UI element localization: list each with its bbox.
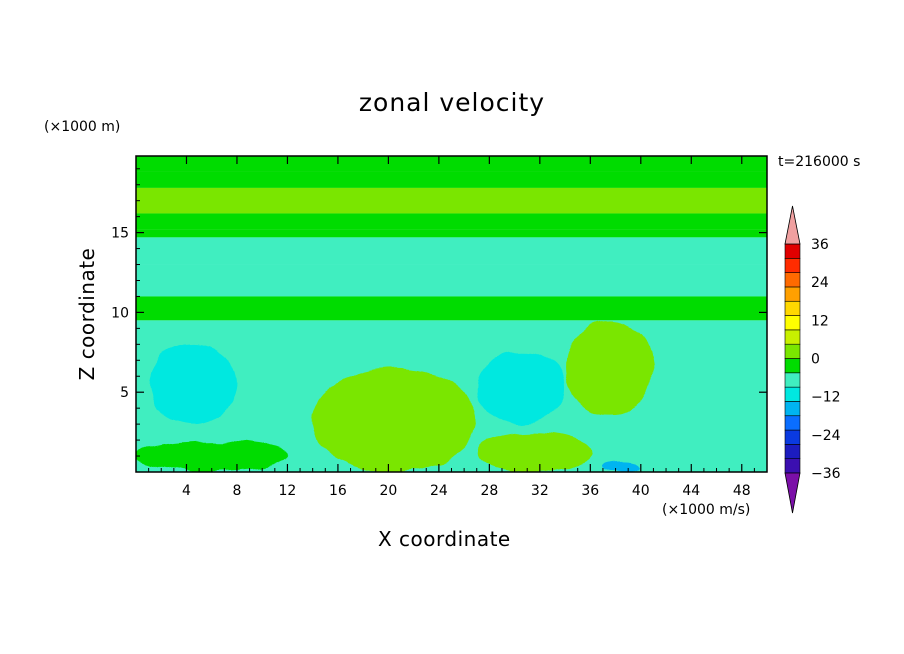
feature-0 <box>136 440 288 472</box>
band-7 <box>136 296 767 321</box>
colorbar-segment <box>784 444 801 459</box>
contour-field <box>136 156 767 472</box>
band-2 <box>136 187 767 214</box>
colorbar-segment <box>784 386 801 402</box>
band-1 <box>136 171 767 188</box>
colorbar-segment <box>784 372 801 388</box>
x-tick-label: 36 <box>581 483 599 499</box>
chart-title: zonal velocity <box>358 88 546 117</box>
colorbar-segment <box>784 243 801 259</box>
y-axis-unit: (×1000 m) <box>44 119 121 135</box>
colorbar-segment <box>784 458 801 474</box>
x-tick-label: 44 <box>682 483 700 499</box>
colorbar-segment <box>784 401 801 417</box>
feature-5 <box>476 352 566 425</box>
colorbar: 36 24 12 0 −12 −24 −36 <box>784 205 841 514</box>
colorbar-min-arrow <box>784 472 801 514</box>
colorbar-segment <box>784 429 801 445</box>
colorbar-max-arrow <box>784 205 801 245</box>
x-axis: 4 8 12 16 20 24 28 32 36 40 44 48 <box>148 156 755 499</box>
x-axis-unit: (×1000 m/s) <box>662 502 751 518</box>
feature-4 <box>148 344 237 425</box>
band-5 <box>136 237 767 265</box>
feature-3 <box>565 320 654 417</box>
band-3 <box>136 213 767 230</box>
x-axis-label: X coordinate <box>378 527 511 551</box>
colorbar-segment <box>784 258 801 273</box>
colorbar-label: 36 <box>811 237 829 253</box>
x-tick-label: 16 <box>329 483 347 499</box>
y-axis: 5 10 15 <box>111 168 767 457</box>
y-tick-label: 5 <box>120 385 129 401</box>
x-tick-label: 20 <box>379 483 397 499</box>
feature-1 <box>312 368 477 472</box>
colorbar-label: 0 <box>811 352 820 368</box>
x-tick-label: 4 <box>182 483 191 499</box>
colorbar-segment <box>784 329 801 345</box>
colorbar-segment <box>784 343 801 359</box>
colorbar-segment <box>784 358 801 374</box>
colorbar-label: −36 <box>811 466 841 482</box>
x-tick-label: 32 <box>531 483 549 499</box>
colorbar-label: −24 <box>811 428 841 444</box>
colorbar-segment <box>784 415 801 431</box>
y-tick-label: 15 <box>111 226 129 242</box>
colorbar-segment <box>784 272 801 288</box>
x-tick-label: 12 <box>279 483 297 499</box>
colorbar-segment <box>784 315 801 331</box>
x-tick-label: 24 <box>430 483 448 499</box>
x-tick-label: 40 <box>632 483 650 499</box>
colorbar-segment <box>784 286 801 302</box>
feature-6 <box>602 462 641 472</box>
x-tick-label: 28 <box>480 483 498 499</box>
y-tick-label: 10 <box>111 305 129 321</box>
x-tick-label: 8 <box>232 483 241 499</box>
x-tick-label: 48 <box>733 483 751 499</box>
colorbar-label: −12 <box>811 390 841 406</box>
band-6 <box>136 264 767 297</box>
feature-2 <box>476 432 591 472</box>
band-0 <box>136 156 767 172</box>
colorbar-segment <box>784 300 801 316</box>
colorbar-label: 24 <box>811 275 829 291</box>
colorbar-label: 12 <box>811 313 829 329</box>
time-label: t=216000 s <box>778 154 861 170</box>
band-4 <box>136 229 767 238</box>
